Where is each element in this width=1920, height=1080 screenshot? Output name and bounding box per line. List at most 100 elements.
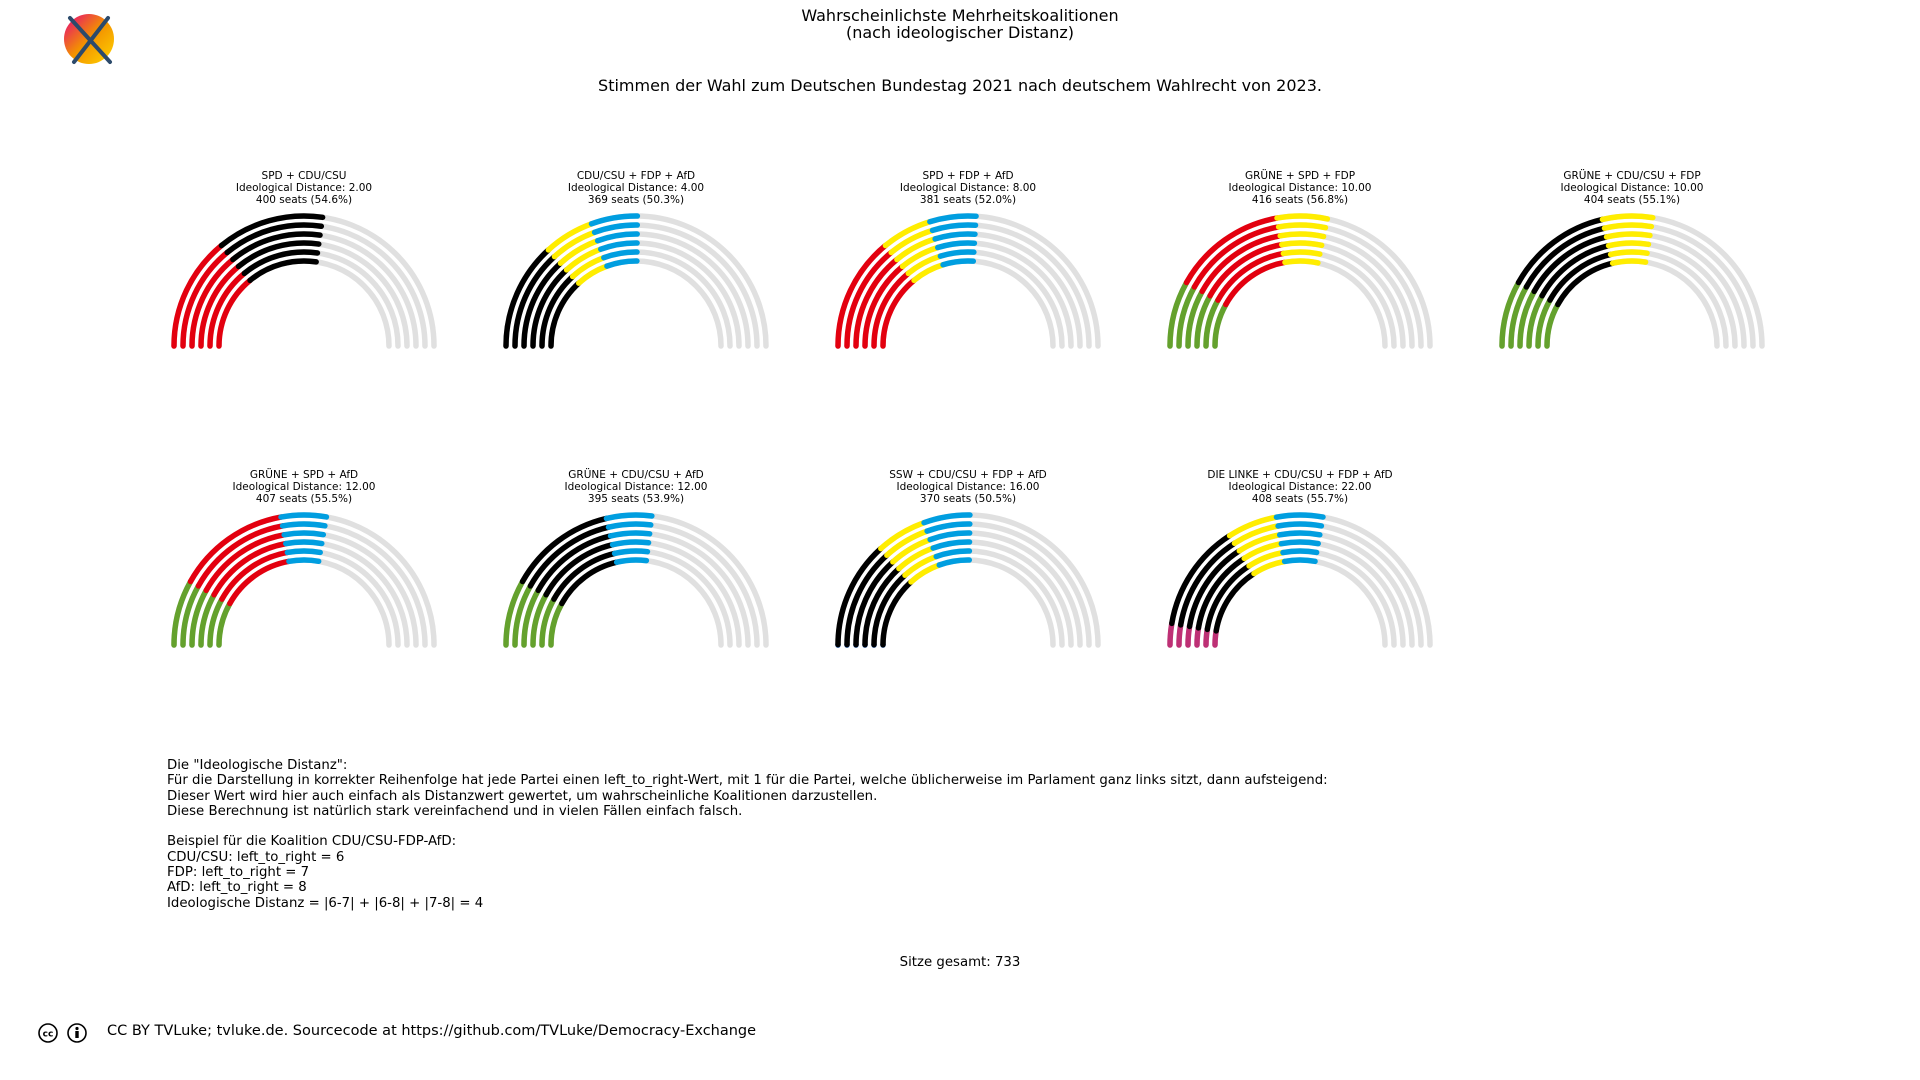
party-arc-cdu-csu: [880, 579, 914, 648]
coalition-title: SPD + FDP + AfD: [922, 170, 1013, 182]
party-arc-gr-ne: [171, 578, 194, 648]
party-arc-cdu-csu: [247, 258, 319, 284]
party-arc-spd: [211, 540, 289, 598]
party-arc-cdu-csu: [1169, 532, 1233, 627]
party-arc-afd: [1273, 512, 1326, 520]
party-arc-spd: [1183, 215, 1280, 286]
party-arc-afd: [281, 530, 327, 538]
party-arc-cdu-csu: [1547, 251, 1614, 303]
party-arc-fdp: [545, 221, 595, 253]
ideological-distance-label: Ideological Distance: 22.00: [1229, 481, 1372, 493]
party-arc-afd: [603, 512, 655, 522]
party-arc-cdu-csu: [543, 541, 616, 598]
party-arc-gr-ne: [1176, 284, 1198, 349]
party-arc-afd: [604, 258, 640, 269]
party-arc-gr-ne: [1508, 284, 1530, 349]
party-arc-fdp: [1607, 249, 1650, 258]
party-arc-afd: [930, 539, 973, 551]
party-arc-gr-ne: [189, 587, 209, 648]
cc-icon: cc: [38, 1023, 58, 1043]
party-arc-spd: [219, 549, 291, 602]
ideological-distance-notes: Die "Ideologische Distanz": Für die Dars…: [167, 758, 1328, 911]
party-arc-cdu-csu: [503, 247, 552, 349]
ideological-distance-label: Ideological Distance: 16.00: [897, 481, 1040, 493]
party-arc-gr-ne: [180, 583, 202, 648]
party-arc-fdp: [878, 519, 927, 552]
party-arc-gr-ne: [530, 591, 549, 648]
party-arc-afd: [283, 539, 325, 547]
ideological-distance-label: Ideological Distance: 8.00: [900, 182, 1036, 194]
party-arc-gr-ne: [503, 578, 526, 648]
party-arc-afd: [286, 557, 322, 565]
party-arc-die-linke: [1176, 622, 1184, 648]
ideological-distance-label: Ideological Distance: 12.00: [233, 481, 376, 493]
party-arc-fdp: [1274, 213, 1331, 222]
party-arc-spd: [1207, 241, 1285, 299]
party-arc-cdu-csu: [512, 253, 558, 349]
party-arc-spd: [853, 256, 900, 349]
party-arc-cdu-csu: [235, 240, 322, 270]
coalition-title: DIE LINKE + CDU/CSU + FDP + AfD: [1207, 469, 1392, 481]
party-arc-afd: [935, 240, 978, 251]
party-arc-gr-ne: [512, 583, 534, 648]
party-arc-cdu-csu: [1186, 548, 1243, 630]
party-arc-afd: [1278, 539, 1321, 547]
party-arc-afd: [588, 213, 641, 227]
party-arc-cdu-csu: [559, 559, 620, 607]
seats-label: 404 seats (55.1%): [1584, 194, 1680, 206]
party-arc-die-linke: [1185, 623, 1193, 648]
ideological-distance-label: Ideological Distance: 4.00: [568, 182, 704, 194]
party-arc-fdp: [1599, 213, 1656, 223]
svg-text:cc: cc: [43, 1030, 54, 1040]
party-arc-afd: [940, 258, 977, 268]
party-arc-afd: [927, 213, 979, 225]
party-arc-afd: [921, 512, 973, 526]
party-arc-cdu-csu: [527, 524, 612, 589]
party-arc-gr-ne: [1185, 288, 1205, 349]
party-arc-gr-ne: [1212, 301, 1229, 349]
party-arc-gr-ne: [521, 587, 541, 648]
party-arc-cdu-csu: [1531, 234, 1610, 295]
party-arc-fdp: [1605, 240, 1652, 249]
party-arc-afd: [613, 557, 650, 565]
party-arc-gr-ne: [1499, 279, 1522, 349]
party-arc-fdp: [1282, 258, 1321, 266]
party-arc-spd: [189, 256, 236, 349]
party-arc-spd: [1223, 259, 1288, 308]
party-arc-spd: [844, 249, 894, 349]
coalition-title: GRÜNE + SPD + AfD: [250, 468, 358, 481]
party-arc-afd: [929, 222, 979, 234]
party-arc-spd: [203, 532, 287, 594]
party-arc-fdp: [1280, 249, 1323, 257]
ideological-distance-label: Ideological Distance: 12.00: [565, 481, 708, 493]
party-arc-afd: [1281, 557, 1318, 565]
party-arc-die-linke: [1167, 620, 1175, 648]
party-arc-afd: [591, 222, 641, 236]
party-arc-fdp: [1275, 222, 1329, 231]
party-arc-gr-ne: [548, 600, 565, 648]
party-arc-spd: [227, 558, 292, 607]
party-arc-spd: [195, 523, 286, 589]
party-arc-fdp: [1226, 514, 1280, 539]
seats-label: 408 seats (55.7%): [1252, 493, 1348, 505]
party-arc-cdu-csu: [835, 545, 884, 648]
party-arc-spd: [180, 249, 230, 349]
coalition-title: SSW + CDU/CSU + FDP + AfD: [889, 469, 1047, 481]
party-arc-afd: [1280, 548, 1320, 556]
party-arc-afd: [937, 249, 977, 259]
party-arc-afd: [924, 521, 973, 534]
party-arc-afd: [278, 512, 330, 520]
coalition-title: SPD + CDU/CSU: [262, 170, 347, 182]
party-arc-cdu-csu: [1204, 563, 1252, 633]
party-arc-afd: [605, 521, 654, 530]
party-arc-gr-ne: [1167, 279, 1190, 349]
party-arc-cdu-csu: [844, 552, 890, 648]
license-icons: cc: [38, 1023, 87, 1043]
party-arc-cdu-csu: [224, 222, 325, 256]
license-footer: CC BY TVLuke; tvluke.de. Sourcecode at h…: [107, 1023, 757, 1039]
